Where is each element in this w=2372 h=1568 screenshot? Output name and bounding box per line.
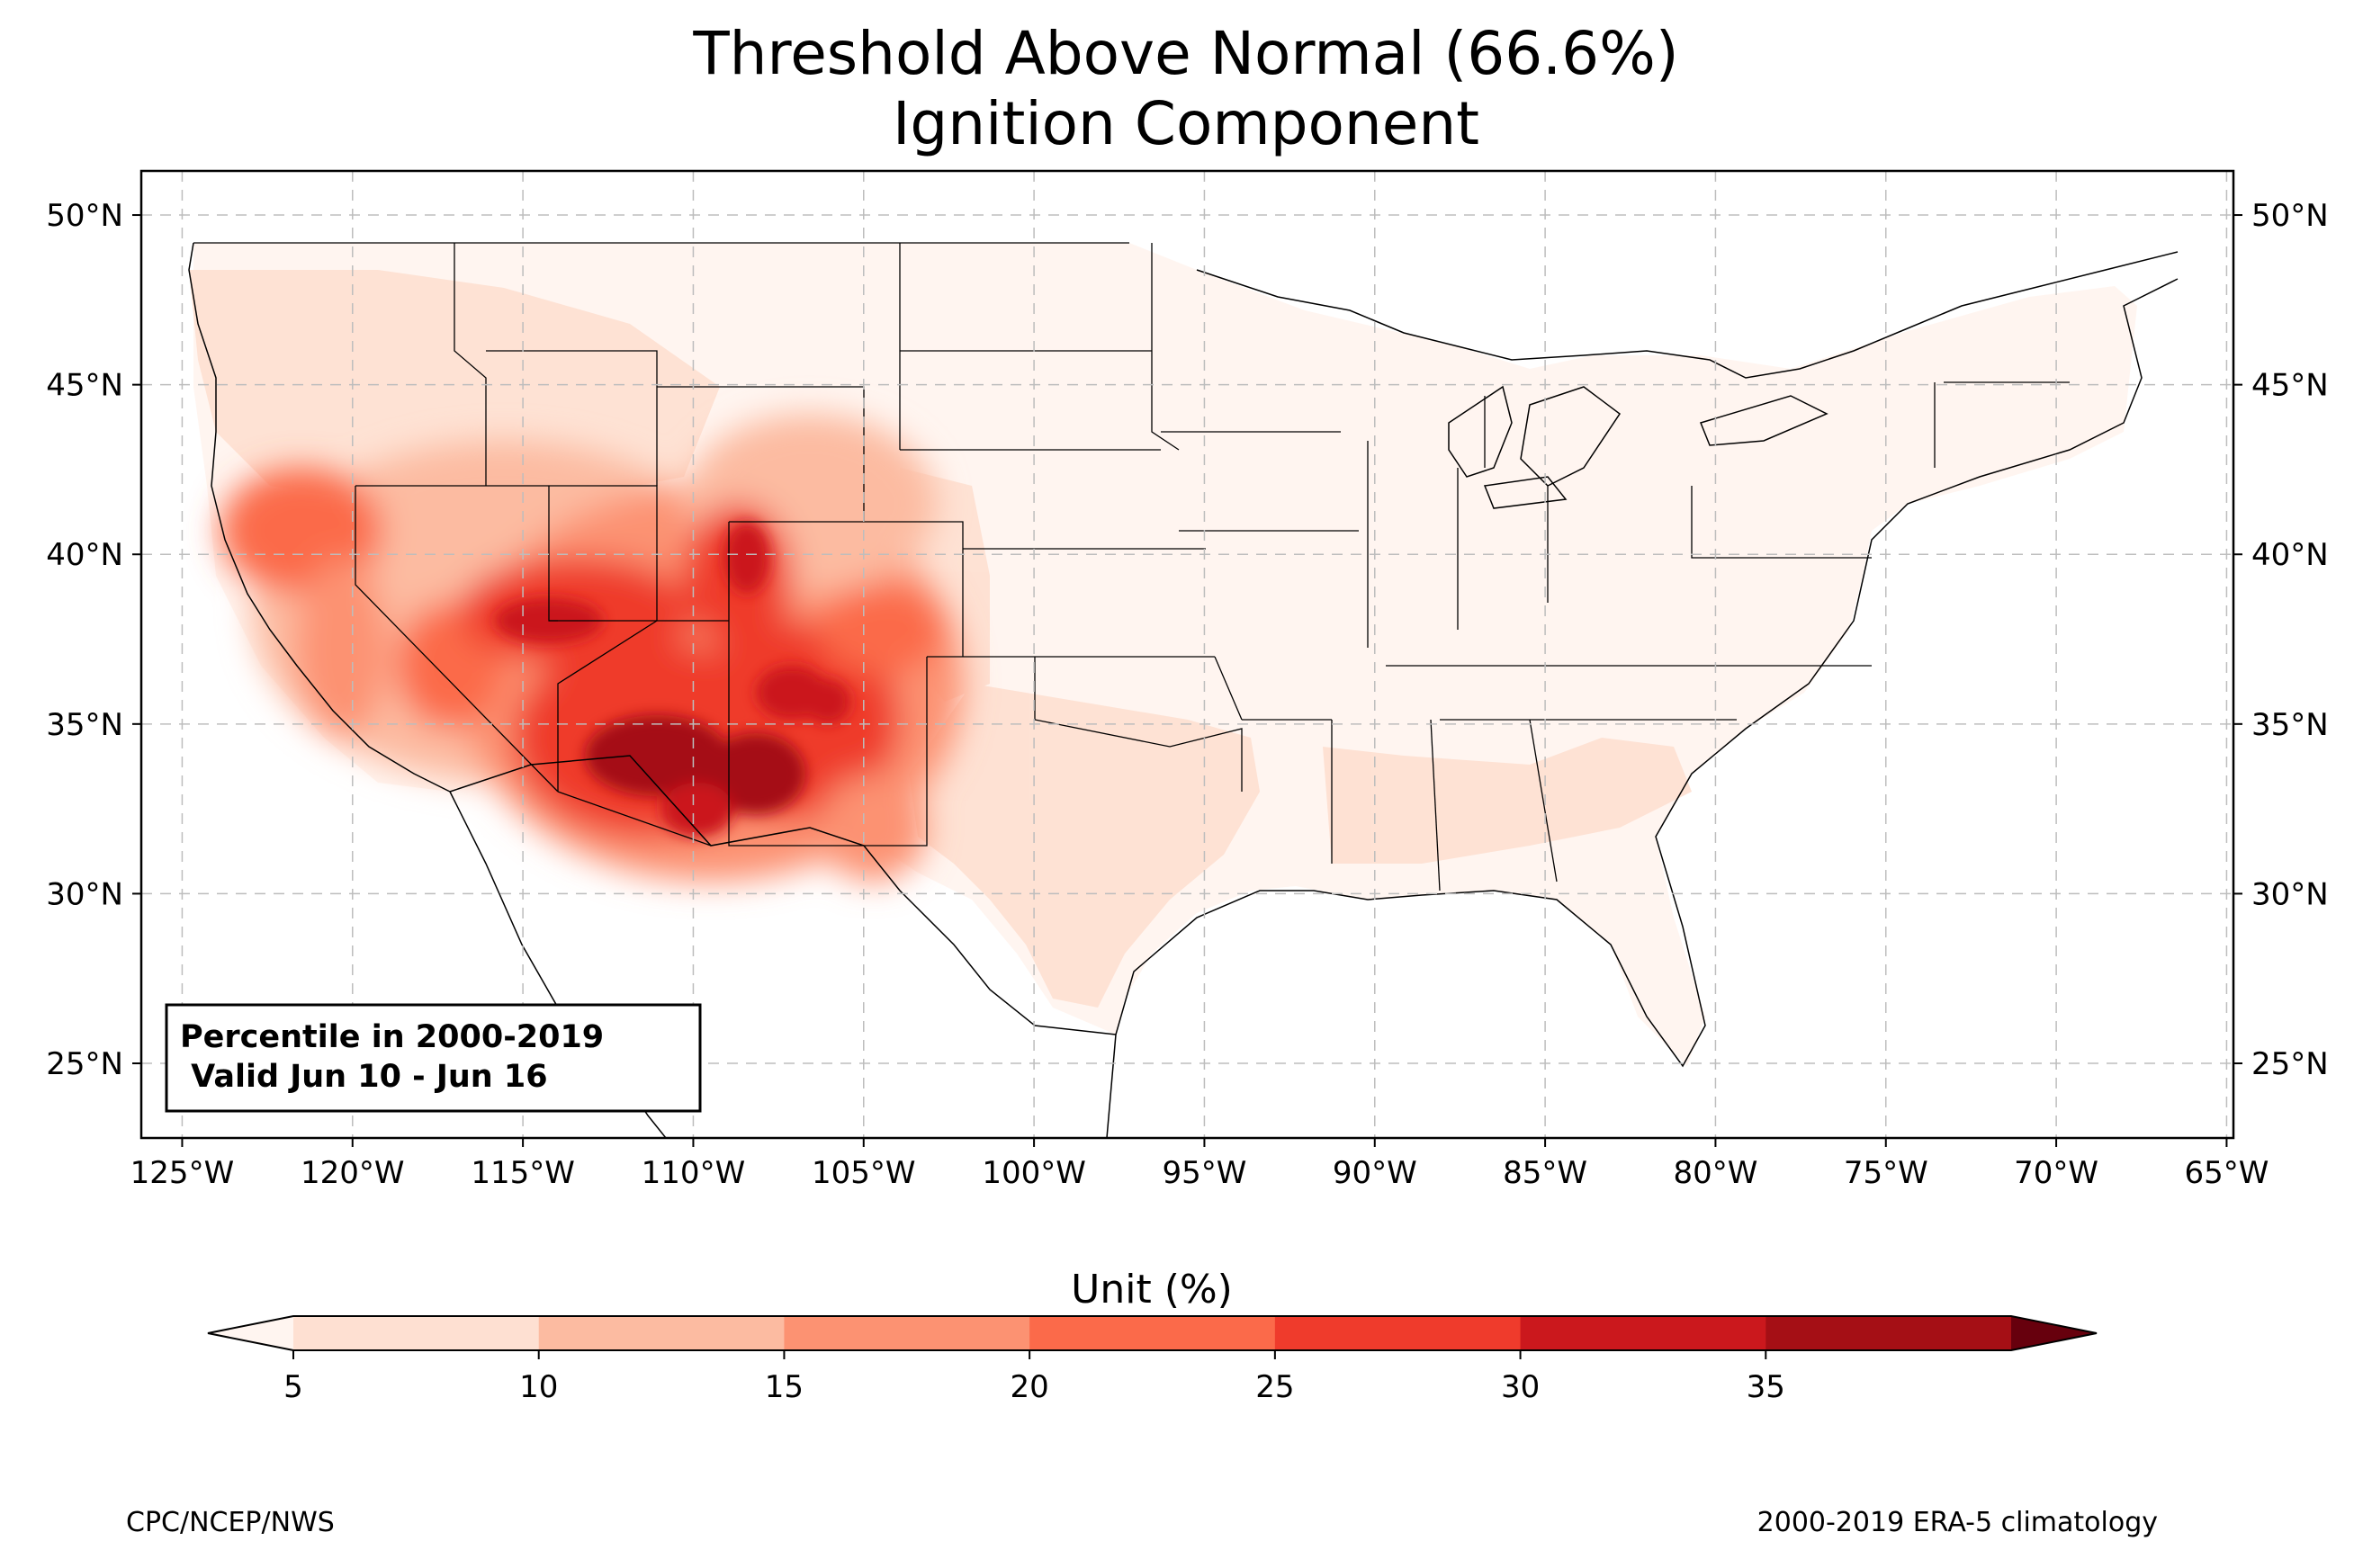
lon-tick-label: 85°W bbox=[1503, 1155, 1587, 1191]
colorbar-tick-label: 30 bbox=[1501, 1369, 1540, 1405]
colorbar-segment bbox=[293, 1316, 540, 1350]
colorbar-segment bbox=[1029, 1316, 1276, 1350]
lat-tick-label-right: 40°N bbox=[2251, 537, 2329, 573]
lat-tick-labels-right: 25°N 30°N 35°N 40°N 45°N 50°N bbox=[2233, 198, 2329, 1082]
lat-tick-label-left: 45°N bbox=[46, 368, 123, 404]
lon-tick-label: 105°W bbox=[812, 1155, 916, 1191]
lon-tick-label: 90°W bbox=[1333, 1155, 1417, 1191]
lon-tick-label: 110°W bbox=[642, 1155, 746, 1191]
colorbar-segment bbox=[1520, 1316, 1766, 1350]
heat-core-nm-east bbox=[805, 679, 850, 724]
lat-tick-label-right: 45°N bbox=[2251, 368, 2329, 404]
colorbar bbox=[207, 1315, 2098, 1351]
colorbar-over-arrow bbox=[2011, 1316, 2097, 1350]
colorbar-tick-label: 25 bbox=[1255, 1369, 1294, 1405]
heat-core-co bbox=[724, 522, 769, 594]
lat-tick-label-right: 25°N bbox=[2251, 1046, 2329, 1082]
map-title-line2: Ignition Component bbox=[892, 89, 1480, 158]
lat-tick-label-left: 35°N bbox=[46, 707, 123, 743]
map-title-line1: Threshold Above Normal (66.6%) bbox=[693, 19, 1679, 88]
lon-tick-label: 120°W bbox=[301, 1155, 405, 1191]
colorbar-tick-label: 5 bbox=[283, 1369, 303, 1405]
lat-tick-labels-left: 25°N 30°N 35°N 40°N 45°N 50°N bbox=[46, 198, 141, 1082]
fill-texas bbox=[909, 684, 1260, 1008]
colorbar-under-arrow bbox=[208, 1316, 293, 1350]
heat-blob-co-east bbox=[819, 585, 945, 675]
fill-northwest bbox=[189, 270, 720, 504]
colorbar-tick-label: 10 bbox=[519, 1369, 558, 1405]
lon-tick-label: 70°W bbox=[2014, 1155, 2098, 1191]
fill-east-southeast bbox=[1323, 738, 1692, 864]
plot-frame bbox=[139, 169, 2235, 1140]
info-box: Percentile in 2000-2019 Valid Jun 10 - J… bbox=[165, 1003, 702, 1113]
heat-blob-ca-south bbox=[297, 558, 387, 738]
colorbar-segment bbox=[538, 1316, 785, 1350]
colorbar-segment bbox=[784, 1316, 1030, 1350]
lon-tick-labels: 125°W 120°W 115°W 110°W 105°W 100°W 95°W 90°W 85… bbox=[130, 1138, 2269, 1191]
lat-tick-label-right: 50°N bbox=[2251, 198, 2329, 234]
lon-tick-label: 125°W bbox=[130, 1155, 235, 1191]
lat-tick-label-right: 35°N bbox=[2251, 707, 2329, 743]
colorbar-tick-label: 20 bbox=[1011, 1369, 1049, 1405]
footer-source: CPC/NCEP/NWS bbox=[126, 1507, 335, 1538]
colorbar-tick-labels: 5 10 15 20 25 30 35 bbox=[283, 1350, 1785, 1405]
lat-tick-label-right: 30°N bbox=[2251, 876, 2329, 912]
colorbar-tick-label: 15 bbox=[765, 1369, 804, 1405]
lon-tick-label: 115°W bbox=[471, 1155, 575, 1191]
colorbar-segment bbox=[1766, 1316, 2012, 1350]
lon-tick-label: 75°W bbox=[1844, 1155, 1928, 1191]
lat-tick-label-left: 40°N bbox=[46, 537, 123, 573]
lat-tick-label-left: 25°N bbox=[46, 1046, 123, 1082]
heat-core-az-south bbox=[661, 783, 733, 837]
heat-core-nm bbox=[706, 733, 805, 814]
info-box-line1: Percentile in 2000-2019 bbox=[180, 1019, 604, 1055]
lon-tick-label: 95°W bbox=[1162, 1155, 1246, 1191]
state-boundaries bbox=[193, 242, 2070, 892]
lon-tick-label: 100°W bbox=[982, 1155, 1086, 1191]
colorbar-tick-label: 35 bbox=[1747, 1369, 1785, 1405]
gridlines bbox=[141, 171, 2233, 1138]
lat-tick-label-left: 50°N bbox=[46, 198, 123, 234]
info-box-line2: Valid Jun 10 - Jun 16 bbox=[180, 1059, 548, 1095]
lat-tick-label-left: 30°N bbox=[46, 876, 123, 912]
footer-climatology: 2000-2019 ERA-5 climatology bbox=[1757, 1507, 2158, 1538]
colorbar-label: Unit (%) bbox=[1071, 1267, 1233, 1313]
lon-tick-label: 80°W bbox=[1673, 1155, 1757, 1191]
lon-tick-label: 65°W bbox=[2184, 1155, 2269, 1191]
heat-blob-tx-west bbox=[819, 774, 927, 882]
colorbar-segment bbox=[1274, 1316, 1522, 1350]
